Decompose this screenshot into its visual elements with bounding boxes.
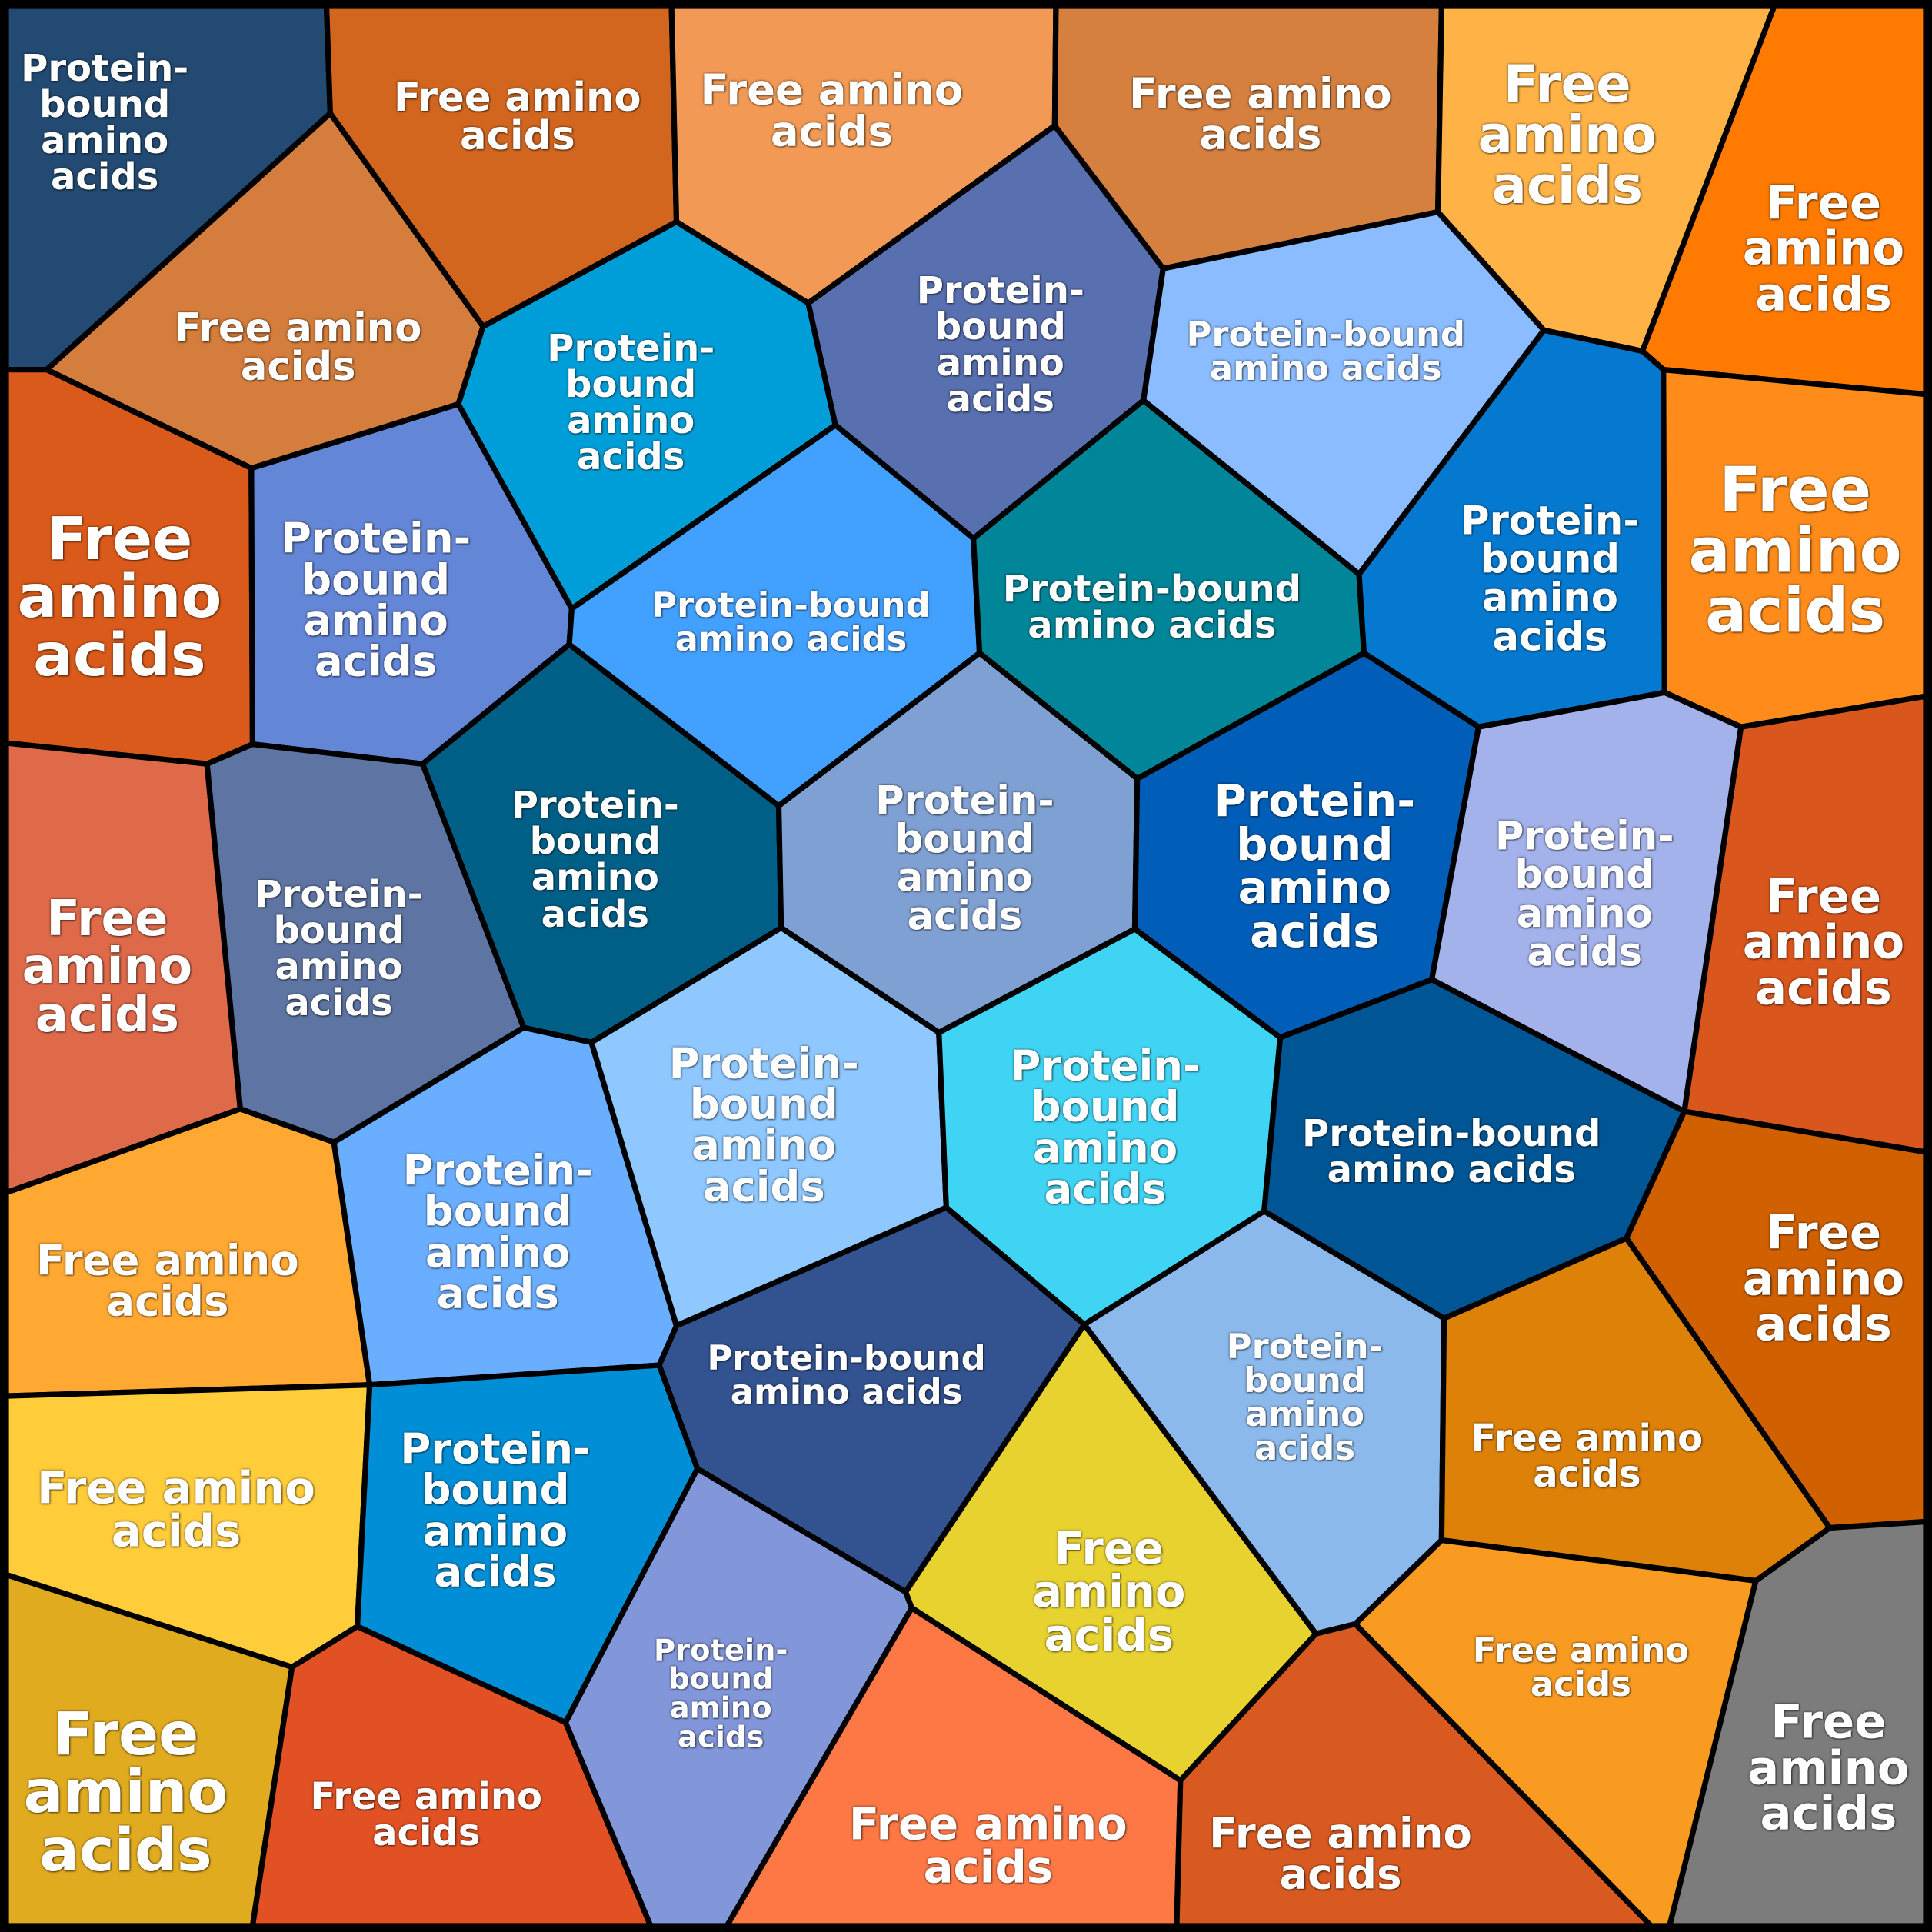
cell-label: Protein-bound amino acids: [400, 1424, 591, 1597]
cell-label: Protein-bound amino acids: [511, 784, 679, 936]
cell-label: Free amino acids: [22, 890, 193, 1044]
cell-label: Protein-bound amino acids: [21, 47, 189, 199]
cell-label: Free amino acids: [1471, 1416, 1704, 1496]
cell-label: Free amino acids: [1742, 869, 1905, 1016]
cell-label: Protein-bound amino acids: [402, 1145, 593, 1318]
cell-label: Free amino acids: [1032, 1522, 1186, 1662]
cell-label: Protein-bound amino acids: [707, 1337, 986, 1412]
cell-label: Protein-bound amino acids: [668, 1038, 859, 1211]
cell-label: Protein-bound amino acids: [875, 778, 1054, 940]
cell-label: Free amino acids: [17, 505, 222, 690]
cell-label: Free amino acids: [1472, 1629, 1690, 1704]
cell-label: Free amino acids: [394, 74, 641, 160]
cell-label: Free amino acids: [700, 65, 964, 156]
cell-label: Free amino acids: [1477, 54, 1657, 216]
cell-label: Protein-bound amino acids: [653, 1633, 788, 1755]
cell-label: Protein-bound amino acids: [651, 585, 931, 660]
cell-label: Protein-bound amino acids: [1010, 1041, 1201, 1214]
cell-label: Free amino acids: [23, 1700, 228, 1885]
cell-label: Free amino acids: [174, 305, 422, 390]
cell-label: Free amino acids: [1742, 175, 1905, 322]
cell-label: Protein-bound amino acids: [916, 268, 1084, 421]
cell-label: Free amino acids: [310, 1774, 543, 1854]
cell-label: Protein-bound amino acids: [1461, 498, 1640, 661]
cell-label: Free amino acids: [36, 1235, 299, 1327]
cell-label: Protein-bound amino acids: [1214, 774, 1416, 958]
cell-label: Free amino acids: [1688, 454, 1902, 647]
cell-label: Protein-bound amino acids: [281, 513, 471, 686]
cell-label: Protein-bound amino acids: [547, 326, 715, 478]
cell-label: Protein-bound amino acids: [1186, 313, 1465, 388]
cell-label: Free amino acids: [1209, 1808, 1472, 1900]
cell-label: Protein-bound amino acids: [1002, 567, 1302, 647]
cell-label: Protein-bound amino acids: [1494, 813, 1674, 976]
cell-label: Free amino acids: [1747, 1694, 1910, 1841]
cell-label: Protein-bound amino acids: [255, 872, 423, 1024]
cell-label: Free amino acids: [848, 1797, 1128, 1894]
cell-label: Free amino acids: [1742, 1205, 1905, 1352]
cell-label: Free amino acids: [1129, 68, 1392, 159]
cell-label: Protein-bound amino acids: [1302, 1111, 1601, 1191]
cell-label: Free amino acids: [37, 1461, 315, 1557]
cell-label: Protein-bound amino acids: [1226, 1325, 1384, 1468]
